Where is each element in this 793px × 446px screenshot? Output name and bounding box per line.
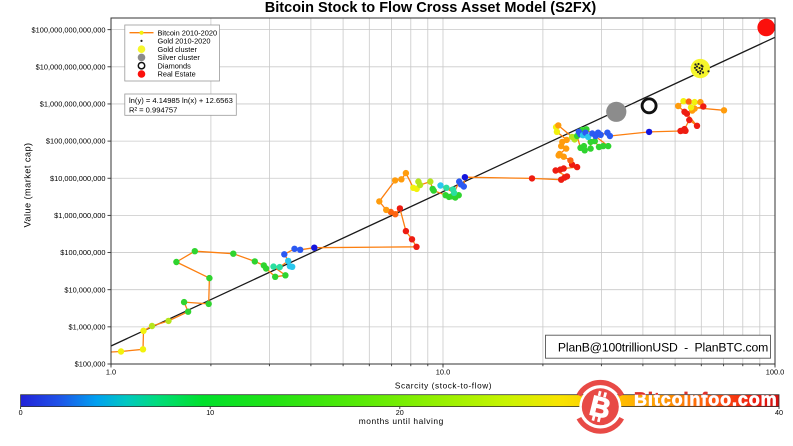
svg-text:Scarcity (stock-to-flow): Scarcity (stock-to-flow) bbox=[395, 381, 492, 390]
svg-text:$1,000,000: $1,000,000 bbox=[69, 322, 106, 331]
svg-text:40: 40 bbox=[775, 408, 783, 417]
svg-text:$100,000: $100,000 bbox=[75, 360, 106, 369]
svg-text:ln(y) = 4.14985 ln(x) + 12.656: ln(y) = 4.14985 ln(x) + 12.6563 bbox=[129, 96, 233, 105]
svg-text:Gold 2010-2020: Gold 2010-2020 bbox=[158, 37, 211, 46]
svg-text:$100,000,000: $100,000,000 bbox=[60, 248, 105, 257]
svg-text:Diamonds: Diamonds bbox=[158, 61, 192, 70]
svg-text:Bitcoinfoo.com: Bitcoinfoo.com bbox=[634, 389, 778, 409]
svg-text:Value (market cap): Value (market cap) bbox=[23, 142, 33, 227]
svg-text:100.0: 100.0 bbox=[766, 367, 785, 376]
svg-text:Bitcoin Stock to Flow Cross As: Bitcoin Stock to Flow Cross Asset Model … bbox=[265, 0, 597, 16]
svg-text:$1,000,000,000: $1,000,000,000 bbox=[54, 211, 105, 220]
svg-text:0: 0 bbox=[19, 408, 23, 417]
svg-text:Bitcoin 2010-2020: Bitcoin 2010-2020 bbox=[158, 28, 218, 37]
svg-text:20: 20 bbox=[396, 408, 404, 417]
svg-text:$100,000,000,000,000: $100,000,000,000,000 bbox=[32, 25, 106, 34]
svg-text:$10,000,000,000,000: $10,000,000,000,000 bbox=[36, 62, 106, 71]
svg-text:Real Estate: Real Estate bbox=[158, 70, 196, 79]
svg-text:$1,000,000,000,000: $1,000,000,000,000 bbox=[40, 100, 106, 109]
svg-text:months until halving: months until halving bbox=[359, 416, 444, 426]
svg-text:10: 10 bbox=[206, 408, 214, 417]
svg-text:Silver cluster: Silver cluster bbox=[158, 53, 201, 62]
svg-text:$10,000,000: $10,000,000 bbox=[64, 285, 105, 294]
svg-text:Bitcoinfoo.com: Bitcoinfoo.com bbox=[634, 389, 778, 409]
svg-text:PlanB@100trillionUSD - PlanB: PlanB@100trillionUSD - PlanBTC.com bbox=[558, 341, 768, 355]
svg-text:1.0: 1.0 bbox=[106, 367, 116, 376]
svg-text:$100,000,000,000: $100,000,000,000 bbox=[46, 137, 106, 146]
svg-text:10.0: 10.0 bbox=[436, 367, 450, 376]
svg-text:$10,000,000,000: $10,000,000,000 bbox=[50, 174, 105, 183]
svg-text:R² = 0.994757: R² = 0.994757 bbox=[129, 106, 177, 115]
svg-text:Gold cluster: Gold cluster bbox=[158, 45, 198, 54]
